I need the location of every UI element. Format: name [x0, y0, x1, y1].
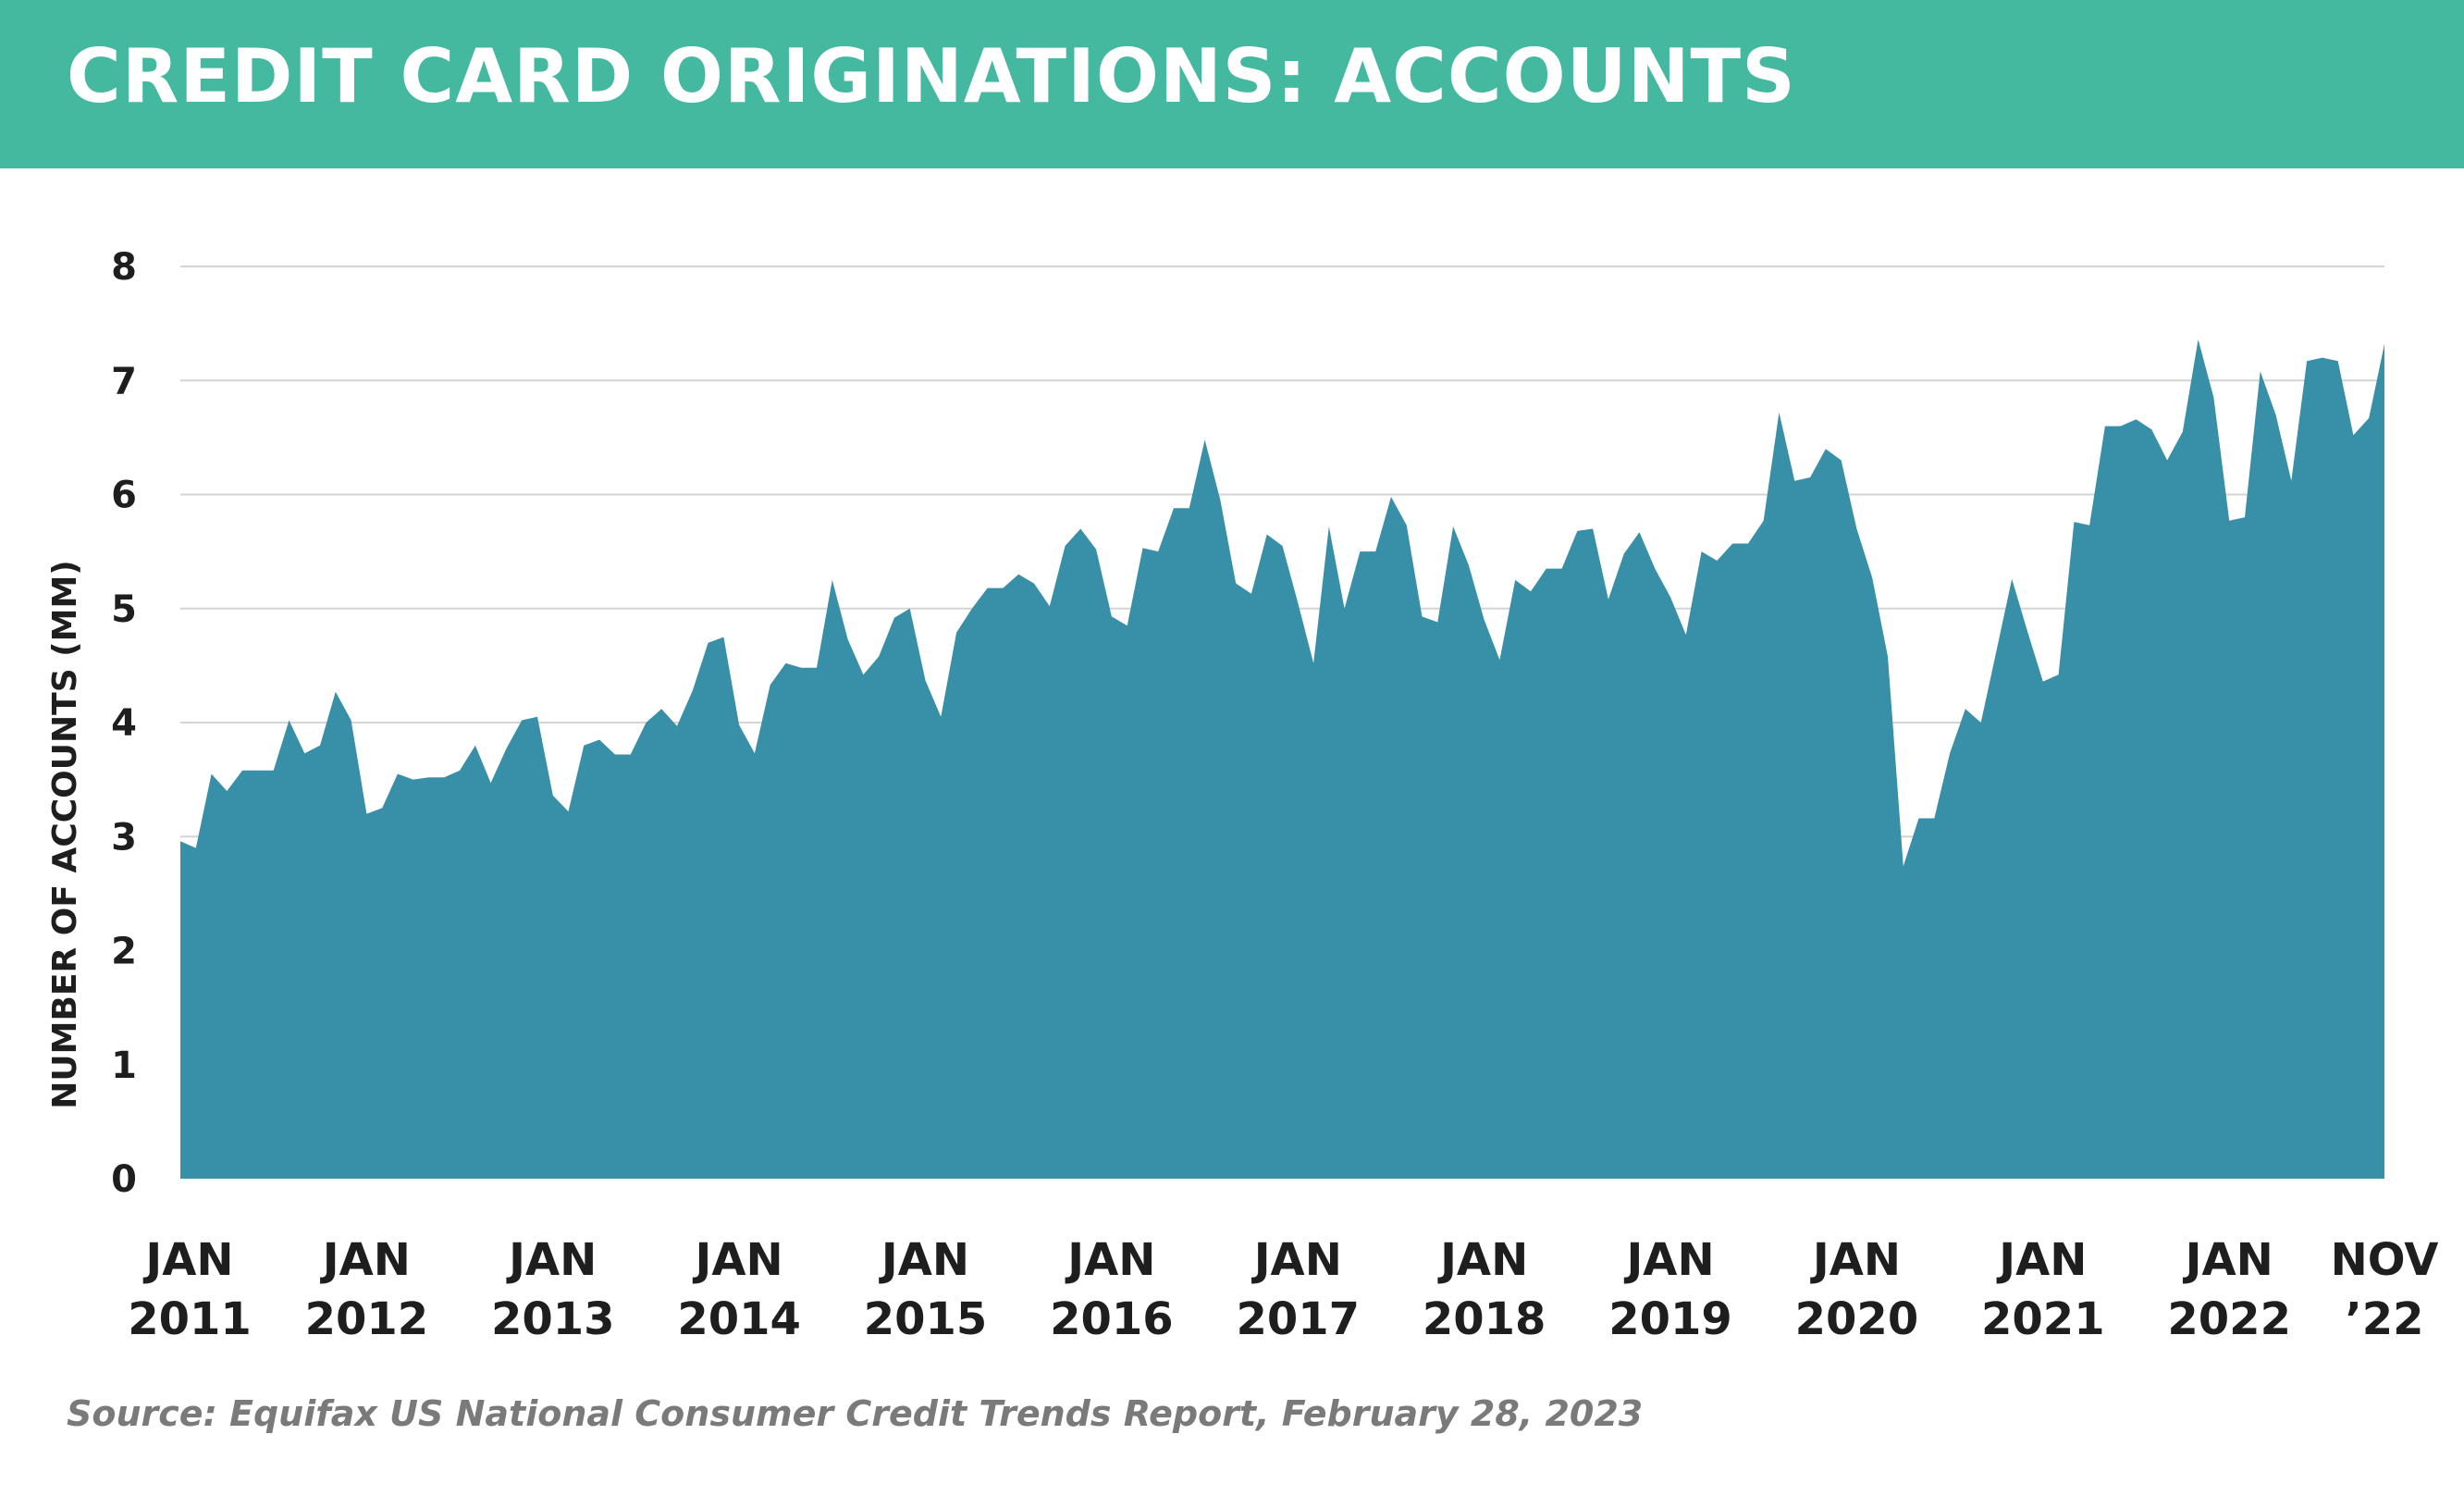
y-tick-label: 7	[111, 360, 137, 402]
x-axis-ticks: JAN 2011 JAN 2012 JAN 2013 JAN 2014 JAN 2015 JAN 20…	[128, 1234, 2438, 1345]
x-tick-label: JAN 2020	[1795, 1234, 1919, 1345]
x-tick-label: JAN 2014	[677, 1234, 801, 1345]
y-tick-label: 0	[111, 1158, 137, 1201]
x-tick-label: JAN 2017	[1236, 1234, 1360, 1345]
x-tick-label: JAN 2013	[491, 1234, 615, 1345]
y-tick-label: 1	[111, 1045, 137, 1087]
x-tick-label: JAN 2016	[1050, 1234, 1174, 1345]
y-axis-label: NUMBER OF ACCOUNTS (MM)	[46, 560, 84, 1108]
y-tick-label: 4	[111, 702, 137, 745]
chart-title: CREDIT CARD ORIGINATIONS: ACCOUNTS	[67, 33, 1796, 119]
y-tick-label: 3	[111, 816, 137, 859]
x-tick-label: JAN 2022	[2167, 1234, 2291, 1345]
x-tick-label: JAN 2021	[1981, 1234, 2105, 1345]
y-axis-ticks: 0 1 2 3 4 5 6 7 8	[111, 246, 137, 1201]
x-tick-label: JAN 2018	[1423, 1234, 1546, 1345]
x-tick-label: JAN 2019	[1608, 1234, 1732, 1345]
x-tick-label: JAN 2011	[128, 1234, 252, 1345]
x-tick-label: NOV ’22	[2331, 1234, 2439, 1345]
y-tick-label: 2	[111, 931, 137, 973]
accounts-area	[180, 339, 2384, 1179]
y-tick-label: 8	[111, 246, 137, 289]
title-banner: CREDIT CARD ORIGINATIONS: ACCOUNTS	[0, 0, 2464, 168]
y-tick-label: 5	[111, 588, 137, 631]
source-note: Source: Equifax US National Consumer Cre…	[67, 1393, 1644, 1434]
y-tick-label: 6	[111, 475, 137, 517]
x-tick-label: JAN 2015	[864, 1234, 988, 1345]
x-tick-label: JAN 2012	[305, 1234, 429, 1345]
